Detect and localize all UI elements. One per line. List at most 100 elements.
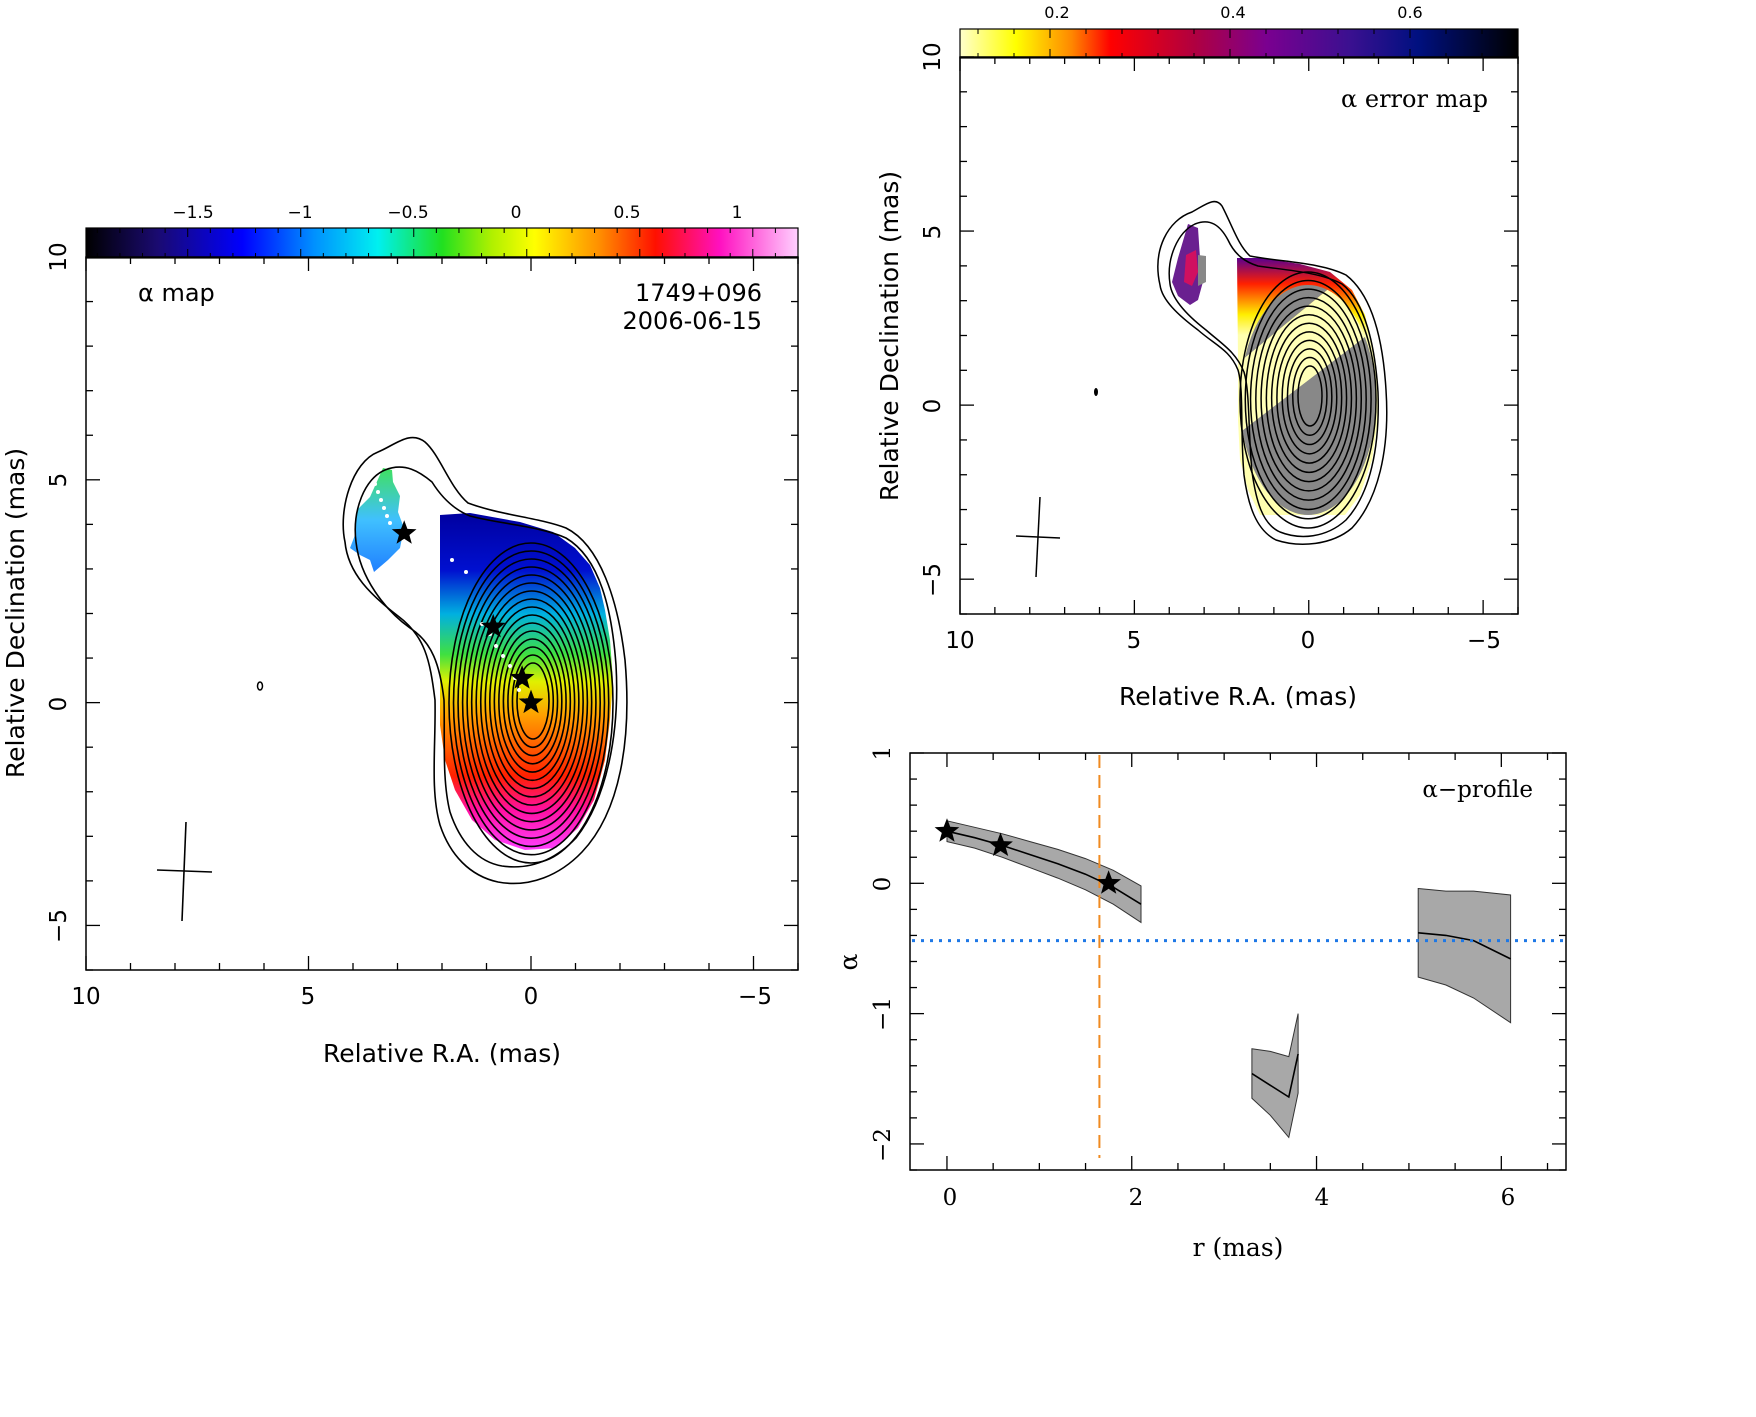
error-map-y-tick-labels: 10 5 0 −5 bbox=[920, 42, 946, 597]
alpha-map-ticks bbox=[85, 256, 799, 971]
profile-error-bands bbox=[946, 820, 1512, 1139]
alpha-knot-patch bbox=[350, 468, 404, 572]
error-map-contours bbox=[1239, 271, 1377, 529]
profile-y-tick-labels: 1 0 −1 −2 bbox=[870, 746, 896, 1162]
contour-ring bbox=[498, 630, 567, 773]
x-tick-label: 0 bbox=[1301, 628, 1316, 654]
alpha-map-x-tick-labels: 10 5 0 −5 bbox=[71, 984, 772, 1010]
error-knot-red bbox=[1184, 250, 1198, 286]
contour-ring bbox=[1276, 331, 1343, 464]
profile-line bbox=[1418, 932, 1511, 960]
contour-ring bbox=[461, 566, 602, 840]
alpha-map-date: 2006-06-15 bbox=[623, 307, 762, 335]
alpha-colorbar-labels: −1.5 −1 −0.5 0 0.5 1 bbox=[172, 203, 742, 223]
error-colorbar bbox=[959, 28, 1519, 59]
y-tick-label: 10 bbox=[920, 42, 946, 71]
error-band bbox=[946, 820, 1142, 924]
contour-ring bbox=[1297, 365, 1323, 427]
profile-ticks bbox=[910, 752, 1566, 1171]
contour-ring bbox=[484, 606, 580, 798]
alpha-error-map-panel: 0.2 0.4 0.6 α error map bbox=[875, 3, 1519, 711]
contour-ring bbox=[457, 558, 606, 848]
alpha-inner-contour bbox=[354, 466, 618, 868]
x-tick-label: −5 bbox=[1467, 628, 1501, 654]
profile-line bbox=[1251, 1053, 1299, 1099]
cbar1-tick-label: −0.5 bbox=[387, 203, 428, 223]
error-map-label: α error map bbox=[1341, 85, 1488, 113]
contour-ring bbox=[475, 590, 589, 815]
cbar1-tick-label: 0.5 bbox=[613, 203, 640, 223]
contour-ring bbox=[479, 598, 584, 806]
contour-ring bbox=[1286, 348, 1333, 446]
contour-ring bbox=[1270, 322, 1348, 474]
cbar2-tick-label: 0.4 bbox=[1220, 3, 1245, 22]
alpha-map-source: 1749+096 bbox=[635, 279, 762, 307]
contour-ring bbox=[511, 654, 555, 749]
x-tick-label: 10 bbox=[945, 628, 974, 654]
x-tick-label: 2 bbox=[1129, 1185, 1144, 1211]
star-marker bbox=[934, 818, 960, 842]
alpha-map-panel: −1.5 −1 −0.5 0 0.5 1 bbox=[1, 203, 799, 1068]
x-tick-label: 6 bbox=[1501, 1185, 1516, 1211]
y-tick-label: −1 bbox=[870, 997, 896, 1031]
error-band bbox=[1417, 887, 1512, 1024]
alpha-map-y-tick-labels: 10 5 0 −5 bbox=[46, 242, 72, 943]
profile-ylabel: α bbox=[834, 953, 863, 970]
cbar2-tick-label: 0.6 bbox=[1397, 3, 1422, 22]
alpha-map-stars bbox=[391, 520, 544, 714]
alpha-map-contours bbox=[448, 542, 614, 864]
contour-ring bbox=[1265, 313, 1353, 483]
contour-ring bbox=[1255, 296, 1363, 501]
contour-ring bbox=[1249, 288, 1367, 511]
x-tick-label: 10 bbox=[71, 984, 100, 1010]
x-tick-label: 0 bbox=[943, 1185, 958, 1211]
cbar2-tick-label: 0.2 bbox=[1044, 3, 1069, 22]
error-colorbar-labels: 0.2 0.4 0.6 bbox=[1044, 3, 1422, 22]
error-small-blob bbox=[1094, 388, 1098, 396]
error-outer-contour bbox=[1157, 200, 1388, 545]
contour-ring bbox=[507, 646, 559, 757]
error-knot-grey bbox=[1198, 255, 1206, 286]
error-band bbox=[1251, 1013, 1299, 1139]
contour-ring bbox=[1244, 279, 1372, 520]
error-map-x-tick-labels: 10 5 0 −5 bbox=[945, 628, 1501, 654]
contour-ring bbox=[1281, 339, 1338, 455]
contour-ring bbox=[1260, 305, 1358, 492]
y-tick-label: 5 bbox=[46, 473, 72, 488]
alpha-outer-contour bbox=[342, 436, 628, 885]
x-tick-label: 4 bbox=[1315, 1185, 1330, 1211]
star-marker bbox=[509, 665, 535, 689]
star-marker bbox=[480, 613, 506, 638]
profile-x-tick-labels: 0 2 4 6 bbox=[943, 1185, 1516, 1211]
alpha-map-image bbox=[256, 436, 628, 885]
y-tick-label: 0 bbox=[920, 399, 946, 414]
alpha-map-label: α map bbox=[138, 279, 215, 307]
x-tick-label: −5 bbox=[738, 984, 772, 1010]
alpha-map-ylabel: Relative Declination (mas) bbox=[1, 448, 30, 778]
y-tick-label: −2 bbox=[870, 1128, 896, 1162]
cbar1-tick-label: 0 bbox=[511, 203, 522, 223]
contour-ring bbox=[448, 542, 614, 864]
star-marker bbox=[518, 689, 544, 714]
star-marker bbox=[988, 832, 1013, 856]
contour-ring bbox=[470, 582, 593, 823]
alpha-map-xlabel: Relative R.A. (mas) bbox=[323, 1039, 561, 1068]
x-tick-label: 5 bbox=[301, 984, 316, 1010]
y-tick-label: 10 bbox=[46, 242, 72, 271]
cbar1-tick-label: 1 bbox=[732, 203, 743, 223]
error-map-image bbox=[1094, 200, 1388, 545]
y-tick-label: −5 bbox=[920, 563, 946, 597]
profile-label: α−profile bbox=[1422, 777, 1533, 803]
alpha-small-blob-contour bbox=[256, 681, 264, 691]
error-map-xlabel: Relative R.A. (mas) bbox=[1119, 682, 1357, 711]
star-marker bbox=[1096, 870, 1121, 894]
profile-xlabel: r (mas) bbox=[1193, 1233, 1284, 1262]
y-tick-label: 0 bbox=[46, 697, 72, 712]
x-tick-label: 0 bbox=[524, 984, 539, 1010]
y-tick-label: 0 bbox=[870, 877, 896, 892]
contour-ring bbox=[502, 638, 563, 765]
alpha-beam-cross bbox=[156, 821, 213, 922]
contour-ring bbox=[1239, 271, 1377, 529]
alpha-colorbar bbox=[85, 227, 799, 259]
